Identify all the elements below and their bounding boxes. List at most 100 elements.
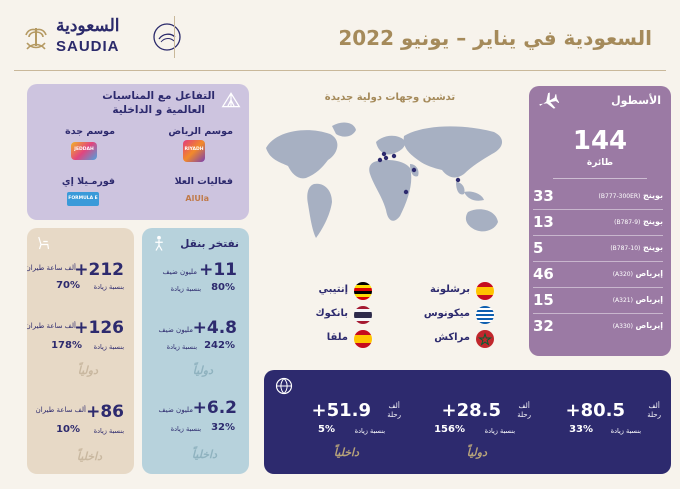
flight-hours-panel: +212 ألف ساعة طيران 70% بنسبة زيادة +126… [27,228,134,474]
seal-icon [153,23,181,51]
formula-e-logo: FORMULA E [67,192,99,206]
hours-value: +212 [74,260,124,280]
passengers-unit: مليون ضيف [158,406,193,414]
passengers-tag: دولياً [192,364,213,377]
fleet-row: 13 بوينج (B787-9) [529,210,671,236]
saudia-logo: السعودية SAUDIA [22,14,182,60]
destinations-title: تدشين وجهات دولية جديدة [324,92,456,103]
passengers-value: +4.8 [192,318,237,338]
passengers-unit: مليون ضيف [162,268,197,276]
passengers-tag: داخلياً [191,448,217,461]
flag-greece [476,306,494,324]
hours-value: +126 [74,318,124,338]
destinations-section: تدشين وجهات دولية جديدة برشلونة [258,86,522,362]
hours-pct: 178% [51,340,82,351]
page-title: السعودية في يناير – يونيو 2022 [338,26,652,50]
flights-pct: 33% [569,424,593,435]
globe-icon [275,377,293,395]
passengers-unit: مليون ضيف [158,326,193,334]
fleet-count: 32 [533,317,554,335]
world-map [266,122,503,238]
fleet-title: الأسطول [611,94,661,107]
destination-item: إنتيبي [282,282,372,300]
hours-value: +86 [86,402,124,422]
destination-name: بانكوك [315,308,348,319]
passengers-title: نفتخر بنقل [180,238,239,250]
palm-swords-icon [25,28,47,50]
events-panel: التفاعل مع المناسبات العالمية و الداخلية… [27,84,249,220]
events-title-line1: التفاعل مع المناسبات [102,90,215,102]
seat-icon [38,236,50,250]
flag-spain [354,330,372,348]
fleet-model: بوينج (B777-300ER) [598,191,663,200]
fleet-count: 33 [533,187,554,205]
hours-tag: داخلياً [76,450,102,463]
airplane-icon [539,92,559,109]
hours-pct: 10% [56,424,80,435]
flights-inc: بنسبة زيادة [354,427,385,435]
flights-unit: ألف رحلة [387,402,401,419]
flag-spain [476,282,494,300]
destination-item: برشلونة [404,282,494,300]
destination-item: مراكش [404,330,494,348]
header: السعودية في يناير – يونيو 2022 السعودية … [0,0,680,78]
flag-thailand [354,306,372,324]
hours-unit: ألف ساعة طيران [27,264,76,272]
flights-value: +28.5 [441,400,502,421]
header-divider [14,70,666,71]
flights-value: +80.5 [565,400,626,421]
event-label: موسم جدة [65,126,115,137]
hours-inc: بنسبة زيادة [93,427,124,435]
passengers-value: +6.2 [192,398,237,418]
passengers-pct: 242% [204,340,235,351]
fleet-row: 5 بوينج (B787-10) [529,236,671,262]
flights-panel: +80.5 ألف رحلة 33% بنسبة زيادة +28.5 ألف ر… [264,370,671,474]
fleet-model: بوينج (B787-10) [610,243,663,252]
fleet-model: إيرباص (A321) [612,295,663,304]
passengers-inc: بنسبة زيادة [166,343,197,351]
logo-separator [174,16,175,58]
alula-logo: AlUla [185,194,209,203]
flights-pct: 156% [434,424,465,435]
flights-value: +51.9 [311,400,372,421]
fleet-count: 46 [533,265,554,283]
destination-item: بانكوك [282,306,372,324]
fleet-row: 33 بوينج (B777-300ER) [529,184,671,210]
flights-inc: بنسبة زيادة [610,427,641,435]
passengers-panel: نفتخر بنقل +11 مليون ضيف 80% بنسبة زيادة… [142,228,249,474]
flights-tag: داخلياً [333,446,359,459]
passengers-value: +11 [199,260,237,280]
passengers-inc: بنسبة زيادة [170,425,201,433]
destination-item: ميكونوس [404,306,494,324]
flag-uganda [354,282,372,300]
hours-pct: 70% [56,280,80,291]
fleet-total-unit: طائرة [586,158,614,168]
hours-inc: بنسبة زيادة [93,283,124,291]
hours-inc: بنسبة زيادة [93,343,124,351]
event-label: موسم الرياض [168,126,233,137]
flights-pct: 5% [318,424,335,435]
logo-english: SAUDIA [56,38,120,55]
destination-name: مراكش [434,332,470,343]
riyadh-season-logo: RIYADH [183,140,205,162]
fleet-total: 144 [572,126,628,156]
person-icon [155,235,163,251]
passengers-pct: 80% [211,282,235,293]
destination-name: ملقا [326,332,348,343]
fleet-model: إيرباص (A320) [612,269,663,278]
flag-morocco [476,330,494,348]
fleet-panel: الأسطول 144 طائرة 33 بوينج (B777-300ER) … [529,86,671,356]
passengers-pct: 32% [211,422,235,433]
fleet-row: 46 إيرباص (A320) [529,262,671,288]
fleet-divider [553,178,647,179]
events-title-line2: العالمية و الداخلية [112,104,205,116]
jeddah-season-logo: JEDDAH [71,142,97,160]
flights-unit: ألف رحلة [517,402,531,419]
destination-name: ميكونوس [423,308,470,319]
logo-arabic: السعودية [56,16,120,36]
hours-unit: ألف ساعة طيران [27,322,76,330]
flights-tag: دولياً [466,446,487,459]
fleet-row: 15 إيرباص (A321) [529,288,671,314]
fleet-model: بوينج (B787-9) [614,217,663,226]
fleet-count: 13 [533,213,554,231]
